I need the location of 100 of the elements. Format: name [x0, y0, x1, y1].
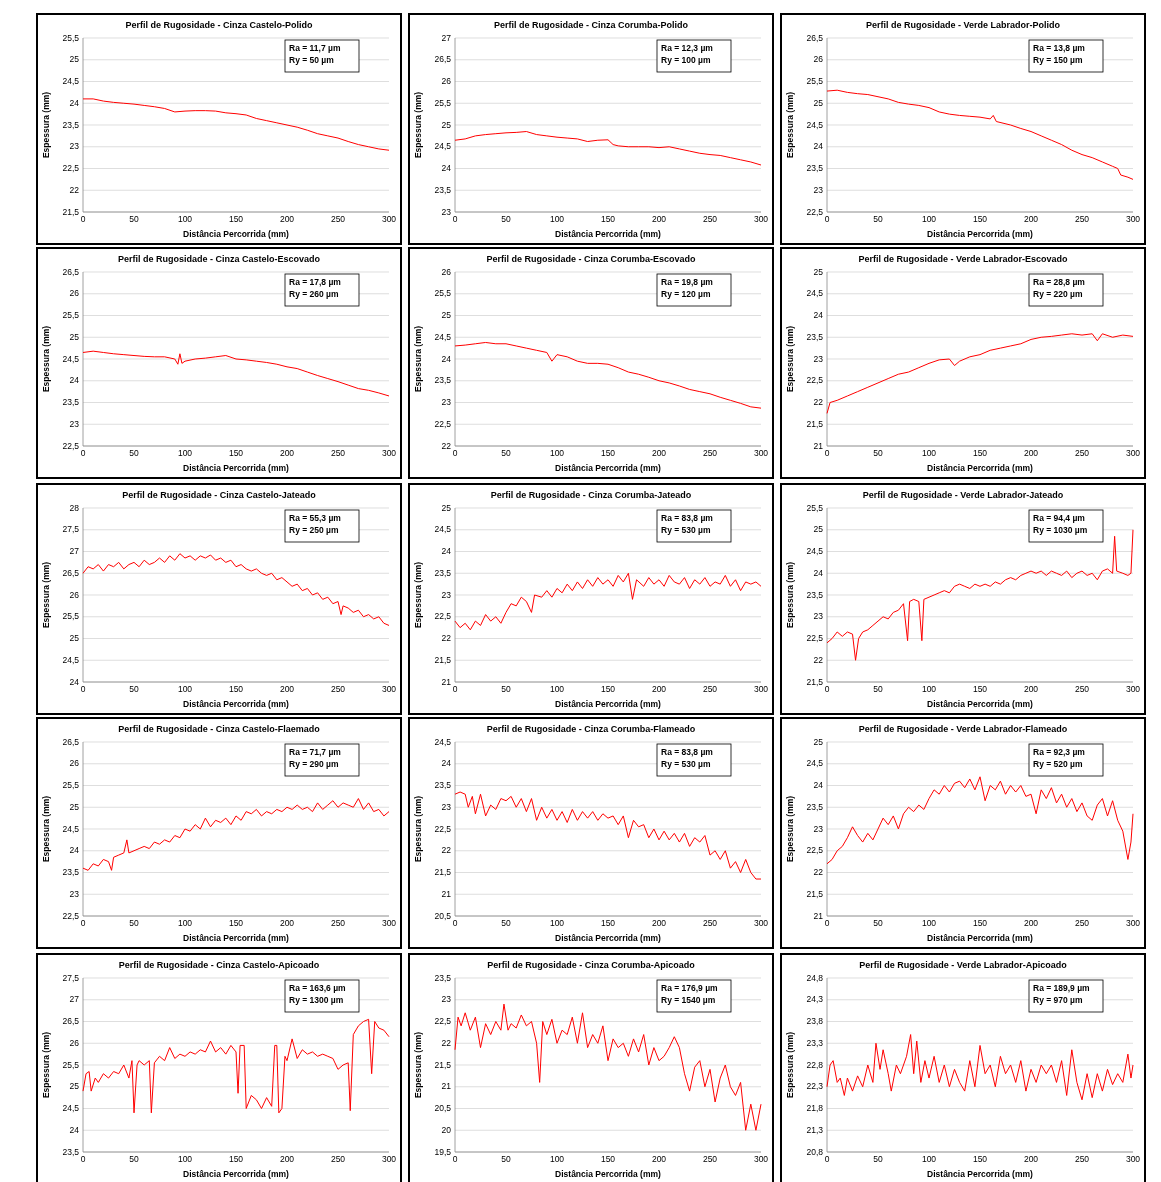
y-tick-label: 22,5: [806, 845, 824, 856]
annotation: Ry = 530 µm: [661, 525, 711, 535]
y-tick-label: 23: [441, 397, 452, 408]
y-tick-label: 23,5: [434, 972, 452, 983]
annotation: Ra = 163,6 µm: [289, 983, 347, 993]
annotation: Ra = 55,3 µm: [289, 513, 342, 523]
x-tick-label: 200: [279, 918, 295, 928]
y-axis-title: Espessura (mm): [785, 91, 795, 159]
y-axis-title: Espessura (mm): [785, 561, 795, 629]
y-tick-label: 24: [69, 676, 80, 687]
x-tick-label: 250: [330, 684, 346, 694]
x-tick-label: 250: [702, 684, 718, 694]
x-axis-title: Distância Percorrida (mm): [555, 229, 662, 239]
y-tick-label: 22,5: [434, 418, 452, 429]
x-tick-label: 100: [177, 448, 193, 458]
chart-title: Perfil de Rugosidade - Cinza Corumba-Apicoado: [487, 960, 696, 970]
x-axis-title: Distância Percorrida (mm): [927, 229, 1034, 239]
x-tick-label: 50: [873, 684, 883, 694]
annotation: Ry = 50 µm: [289, 55, 335, 65]
annotation: Ry = 520 µm: [1033, 759, 1083, 769]
annotation: Ra = 71,7 µm: [289, 747, 342, 757]
y-tick-label: 21,5: [434, 1059, 452, 1070]
y-tick-label: 24,5: [434, 736, 452, 747]
y-axis-title: Espessura (mm): [413, 91, 423, 159]
y-tick-label: 23: [813, 353, 824, 364]
y-axis-title: Espessura (mm): [785, 795, 795, 863]
x-tick-label: 250: [330, 918, 346, 928]
x-tick-label: 300: [381, 214, 397, 224]
y-tick-label: 25,5: [434, 97, 452, 108]
x-tick-label: 200: [279, 214, 295, 224]
line-series: [454, 131, 762, 166]
x-axis-title: Distância Percorrida (mm): [555, 933, 662, 943]
x-tick-label: 50: [129, 448, 139, 458]
y-tick-label: 26,5: [806, 32, 824, 43]
y-tick-label: 21: [441, 1081, 452, 1092]
y-tick-label: 24,5: [806, 119, 824, 130]
y-axis-title: Espessura (mm): [413, 561, 423, 629]
x-tick-label: 50: [129, 684, 139, 694]
x-tick-label: 150: [228, 448, 244, 458]
annotation: Ry = 530 µm: [661, 759, 711, 769]
y-axis-title: Espessura (mm): [41, 1031, 51, 1099]
y-tick-label: 25,5: [62, 780, 80, 791]
y-axis-title: Espessura (mm): [413, 325, 423, 393]
y-tick-label: 23,5: [62, 867, 80, 878]
x-tick-label: 100: [921, 918, 937, 928]
y-tick-label: 24,8: [806, 972, 824, 983]
x-tick-label: 150: [972, 1154, 988, 1164]
x-tick-label: 0: [452, 1154, 458, 1164]
x-tick-label: 50: [873, 1154, 883, 1164]
y-tick-label: 24: [441, 546, 452, 557]
y-tick-label: 23,5: [434, 567, 452, 578]
y-tick-label: 22,5: [62, 910, 80, 921]
y-tick-label: 21,5: [806, 418, 824, 429]
x-tick-label: 200: [1023, 448, 1039, 458]
y-axis-title: Espessura (mm): [41, 325, 51, 393]
x-axis-title: Distância Percorrida (mm): [927, 933, 1034, 943]
y-tick-label: 25,5: [806, 76, 824, 87]
x-axis-title: Distância Percorrida (mm): [927, 1169, 1034, 1179]
x-tick-label: 250: [1074, 448, 1090, 458]
x-tick-label: 50: [501, 214, 511, 224]
annotation: Ry = 100 µm: [661, 55, 711, 65]
x-tick-label: 0: [824, 214, 830, 224]
annotation: Ra = 28,8 µm: [1033, 277, 1086, 287]
x-tick-label: 150: [600, 448, 616, 458]
x-tick-label: 0: [80, 214, 86, 224]
x-tick-label: 200: [279, 1154, 295, 1164]
x-axis-title: Distância Percorrida (mm): [183, 229, 290, 239]
x-tick-label: 200: [279, 684, 295, 694]
x-tick-label: 100: [549, 918, 565, 928]
line-series: [454, 1003, 762, 1131]
y-tick-label: 26,5: [62, 1016, 80, 1027]
line-series: [454, 791, 762, 880]
x-tick-label: 250: [330, 448, 346, 458]
x-tick-label: 150: [600, 1154, 616, 1164]
x-tick-label: 250: [1074, 918, 1090, 928]
x-tick-label: 150: [972, 448, 988, 458]
y-tick-label: 22,5: [434, 823, 452, 834]
annotation: Ra = 17,8 µm: [289, 277, 342, 287]
y-tick-label: 23: [69, 141, 80, 152]
x-tick-label: 0: [452, 918, 458, 928]
x-tick-label: 50: [873, 448, 883, 458]
y-tick-label: 23: [813, 184, 824, 195]
y-tick-label: 22: [441, 440, 452, 451]
chart-title: Perfil de Rugosidade - Cinza Corumba-Flameado: [486, 724, 696, 734]
x-tick-label: 100: [549, 214, 565, 224]
y-tick-label: 25: [69, 54, 80, 65]
x-tick-label: 200: [279, 448, 295, 458]
x-tick-label: 100: [177, 684, 193, 694]
y-tick-label: 24: [441, 758, 452, 769]
x-tick-label: 300: [753, 1154, 769, 1164]
x-tick-label: 300: [1125, 918, 1141, 928]
y-tick-label: 26,5: [434, 54, 452, 65]
y-tick-label: 27: [69, 994, 80, 1005]
y-tick-label: 24,5: [806, 546, 824, 557]
x-tick-label: 200: [651, 214, 667, 224]
x-tick-label: 300: [1125, 214, 1141, 224]
y-tick-label: 26: [441, 76, 452, 87]
y-tick-label: 20,8: [806, 1146, 824, 1157]
y-tick-label: 24: [813, 567, 824, 578]
x-tick-label: 300: [753, 684, 769, 694]
